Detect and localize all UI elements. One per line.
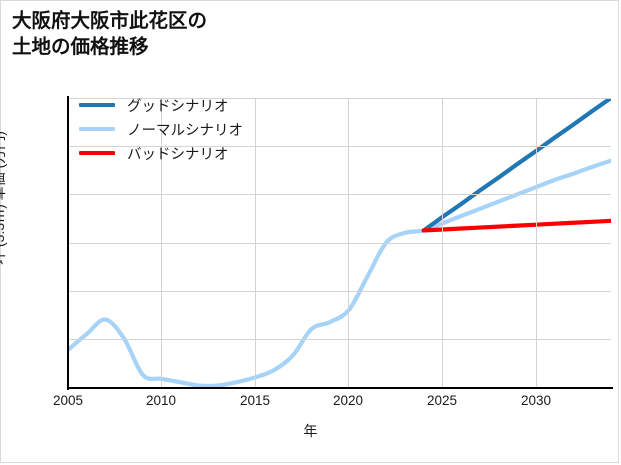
xtick-label: 2005 (52, 393, 84, 408)
xtick-label: 2030 (520, 393, 552, 408)
xtick-label: 2025 (426, 393, 458, 408)
gridline-x-2020 (348, 98, 349, 388)
legend-label-good: グッドシナリオ (127, 98, 229, 115)
y-axis-label-text: 坪 (3.3㎡) 単価 (万円) (0, 131, 7, 265)
gridline-y-120 (68, 194, 611, 195)
line-bad-scenario (421, 218, 611, 233)
gridline-y-110 (68, 243, 611, 244)
page-title: 大阪府大阪市此花区の 土地の価格推移 (12, 10, 208, 58)
gridline-x-2015 (255, 98, 256, 388)
xtick-label: 2020 (332, 393, 364, 408)
gridline-y-140 (68, 98, 611, 99)
legend: グッドシナリオ ノーマルシナリオ バッドシナリオ (79, 93, 243, 165)
x-axis-line (67, 387, 613, 389)
legend-item-normal[interactable]: ノーマルシナリオ (79, 117, 243, 141)
legend-item-bad[interactable]: バッドシナリオ (79, 141, 243, 165)
y-axis-line (67, 96, 69, 390)
legend-item-good[interactable]: グッドシナリオ (79, 93, 243, 117)
line-normal-scenario (68, 158, 611, 388)
x-axis-label: 年 (303, 423, 318, 439)
legend-swatch-normal-icon (79, 127, 115, 131)
gridline-y-130 (68, 146, 611, 147)
xtick-label: 2015 (239, 393, 271, 408)
legend-swatch-bad-icon (79, 151, 115, 155)
gridline-y-100 (68, 291, 611, 292)
data-lines (68, 98, 611, 388)
legend-label-bad: バッドシナリオ (127, 146, 229, 163)
legend-label-normal: ノーマルシナリオ (127, 122, 243, 139)
gridline-x-2010 (161, 98, 162, 388)
gridline-y-90 (68, 339, 611, 340)
line-good-scenario (421, 98, 611, 233)
y-axis-label: 坪 (3.3㎡) 単価 (万円) (0, 48, 9, 348)
gridline-x-2030 (536, 98, 537, 388)
xtick-label: 2010 (145, 393, 177, 408)
legend-swatch-good-icon (79, 103, 115, 107)
gridline-x-2025 (442, 98, 443, 388)
